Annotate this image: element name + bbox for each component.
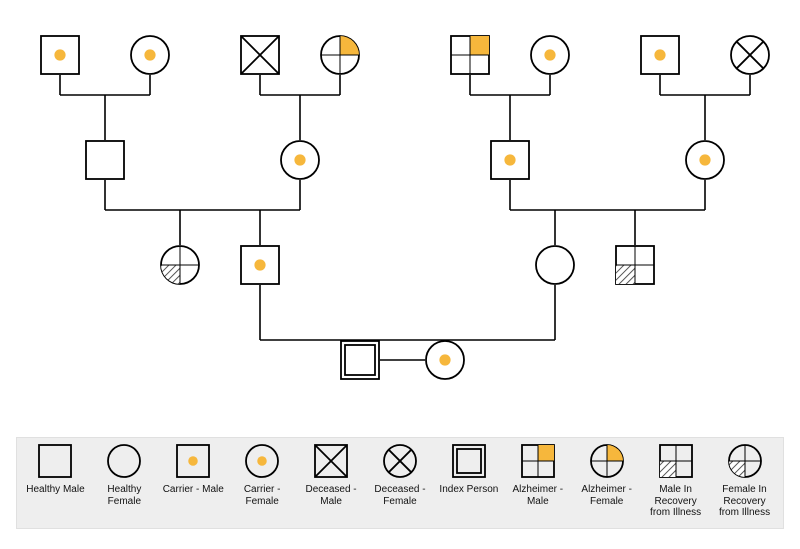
legend-label: Alzheimer - Male	[505, 484, 570, 507]
pedigree-node-g1a_m	[40, 35, 80, 75]
pedigree-canvas: Healthy Male Healthy Female Carrier - Male…	[0, 0, 800, 549]
legend-label: Male In Recovery from Illness	[643, 484, 708, 519]
legend-item-carrier_female: Carrier - Female	[228, 444, 297, 507]
legend-panel: Healthy Male Healthy Female Carrier - Male…	[16, 437, 784, 529]
carrier_male-icon	[176, 444, 210, 478]
recovery_male-icon	[659, 444, 693, 478]
pedigree-node-g3L_f	[160, 245, 200, 285]
pedigree-node-g4_m	[340, 340, 380, 380]
healthy_female-icon	[107, 444, 141, 478]
legend-label: Deceased - Female	[368, 484, 433, 507]
deceased_female-icon	[383, 444, 417, 478]
pedigree-node-g2a_m	[85, 140, 125, 180]
pedigree-node-g1d_m	[640, 35, 680, 75]
pedigree-node-g1c_m	[450, 35, 490, 75]
alzheimer_male-icon	[521, 444, 555, 478]
pedigree-node-g1c_f	[530, 35, 570, 75]
legend-item-healthy_female: Healthy Female	[90, 444, 159, 507]
pedigree-node-g1d_f	[730, 35, 770, 75]
pedigree-node-g2d_f	[685, 140, 725, 180]
pedigree-node-g1b_m	[240, 35, 280, 75]
legend-item-healthy_male: Healthy Male	[21, 444, 90, 496]
pedigree-node-g3R_m	[615, 245, 655, 285]
legend-item-deceased_male: Deceased - Male	[297, 444, 366, 507]
legend-item-alzheimer_female: Alzheimer - Female	[572, 444, 641, 507]
legend-label: Deceased - Male	[299, 484, 364, 507]
pedigree-node-g1b_f	[320, 35, 360, 75]
legend-item-recovery_female: Female In Recovery from Illness	[710, 444, 779, 519]
pedigree-node-g2c_m	[490, 140, 530, 180]
index_person-icon	[452, 444, 486, 478]
pedigree-node-g3R_f	[535, 245, 575, 285]
deceased_male-icon	[314, 444, 348, 478]
legend-label: Alzheimer - Female	[574, 484, 639, 507]
legend-item-deceased_female: Deceased - Female	[366, 444, 435, 507]
legend-item-carrier_male: Carrier - Male	[159, 444, 228, 496]
legend-label: Carrier - Male	[163, 484, 224, 496]
healthy_male-icon	[38, 444, 72, 478]
legend-label: Healthy Male	[26, 484, 84, 496]
recovery_female-icon	[728, 444, 762, 478]
pedigree-node-g1a_f	[130, 35, 170, 75]
pedigree-node-g2b_f	[280, 140, 320, 180]
carrier_female-icon	[245, 444, 279, 478]
legend-label: Healthy Female	[92, 484, 157, 507]
legend-label: Carrier - Female	[230, 484, 295, 507]
legend-item-alzheimer_male: Alzheimer - Male	[503, 444, 572, 507]
alzheimer_female-icon	[590, 444, 624, 478]
pedigree-node-g4_f	[425, 340, 465, 380]
pedigree-node-g3L_m	[240, 245, 280, 285]
legend-label: Female In Recovery from Illness	[712, 484, 777, 519]
legend-item-index_person: Index Person	[434, 444, 503, 496]
legend-label: Index Person	[439, 484, 498, 496]
legend-item-recovery_male: Male In Recovery from Illness	[641, 444, 710, 519]
